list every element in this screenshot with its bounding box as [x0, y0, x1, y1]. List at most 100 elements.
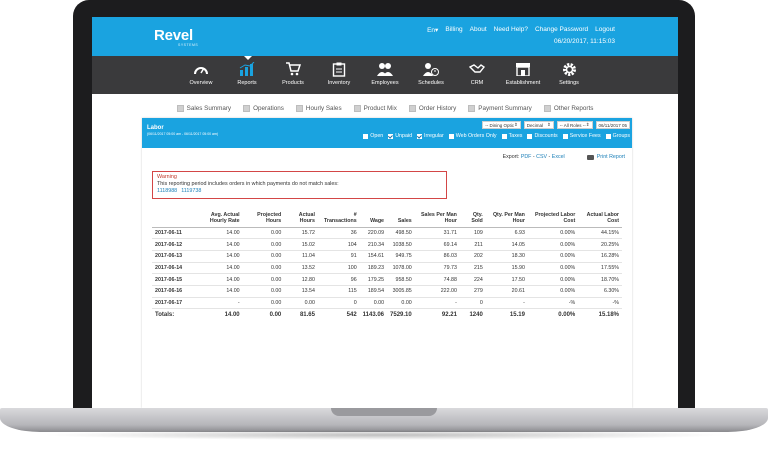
- print-report-button[interactable]: Print Report: [586, 154, 625, 160]
- about-link[interactable]: About: [469, 26, 487, 33]
- table-cell: 14.00: [190, 250, 243, 263]
- table-cell: 36: [317, 227, 360, 240]
- table-cell: 15.72: [284, 227, 318, 240]
- checkbox-discounts[interactable]: Discounts: [527, 133, 558, 139]
- totals-cell: 7529.10: [387, 308, 415, 321]
- subnav-other-reports[interactable]: Other Reports: [543, 101, 593, 116]
- top-bar: Revel SYSTEMS En▾ Billing About Need Hel…: [92, 17, 678, 56]
- subnav-payment-summary[interactable]: Payment Summary: [468, 101, 532, 116]
- checkbox-taxes[interactable]: Taxes: [501, 133, 522, 139]
- format-select[interactable]: Decimal ⇕: [523, 121, 554, 129]
- roles-select[interactable]: -- All Roles -- ⇕: [556, 121, 593, 129]
- filter-checkboxes: Open Unpaid Irregular Web Orders Only Ta…: [363, 133, 630, 139]
- row-date: 2017-06-16: [152, 285, 191, 298]
- subnav-hourly-sales[interactable]: Hourly Sales: [295, 101, 342, 116]
- filter-selects: -- Dining Optic ⇕ Decimal ⇕ -- All Roles -…: [482, 121, 630, 129]
- panel-header: Labor (06/11/2017 05:00 am - 06/11/2017 …: [142, 118, 632, 148]
- column-header[interactable]: Qty. Sold: [459, 211, 486, 228]
- gauge-icon: [193, 61, 209, 77]
- table-cell: 14.00: [190, 285, 243, 298]
- nav-label: Products: [282, 80, 304, 86]
- column-header[interactable]: Sales: [387, 211, 415, 228]
- table-cell: 0.00%: [527, 250, 579, 263]
- table-cell: 0.00: [242, 227, 285, 240]
- separator: -: [531, 154, 537, 160]
- totals-cell: 81.65: [284, 308, 318, 321]
- column-header[interactable]: Qty. Per Man Hour: [485, 211, 528, 228]
- handshake-icon: [469, 61, 485, 77]
- checkbox-web-orders-only[interactable]: Web Orders Only: [448, 133, 497, 139]
- export-excel-link[interactable]: Excel: [551, 154, 565, 160]
- gear-icon: [561, 61, 577, 77]
- warning-title: Warning: [157, 174, 177, 180]
- nav-crm[interactable]: CRM: [455, 59, 499, 94]
- table-cell: 109: [459, 227, 486, 240]
- report-range: (06/11/2017 05:00 am - 06/11/2017 05:00 …: [147, 132, 219, 136]
- nav-label: Reports: [237, 80, 257, 86]
- select-value: Decimal: [526, 122, 544, 128]
- nav-overview[interactable]: Overview: [179, 59, 223, 94]
- column-header[interactable]: Avg. Actual Hourly Rate: [190, 211, 243, 228]
- table-row: 2017-06-13 14.00 0.00 11.04 91 154.61 949.75 86…: [152, 250, 622, 263]
- change-password-link[interactable]: Change Password: [534, 26, 589, 33]
- chart-icon: [239, 61, 255, 77]
- table-cell: 15.02: [284, 238, 318, 251]
- checkbox-service-fees[interactable]: Service Fees: [562, 133, 601, 139]
- table-cell: 0.00: [242, 285, 285, 298]
- checkbox-open[interactable]: Open: [363, 133, 383, 139]
- nav-employees[interactable]: Employees: [363, 59, 407, 94]
- table-cell: 115: [317, 285, 360, 298]
- table-cell: 0.00%: [527, 227, 579, 240]
- checkbox-box: [527, 133, 533, 139]
- checkbox-groups[interactable]: Groups: [605, 133, 630, 139]
- column-header[interactable]: Actual Hours: [284, 211, 318, 228]
- checkbox-label: Irregular: [424, 133, 444, 139]
- totals-cell: 15.18%: [578, 308, 622, 321]
- checkbox-unpaid[interactable]: Unpaid: [388, 133, 412, 139]
- nav-settings[interactable]: Settings: [547, 59, 591, 94]
- subnav-product-mix[interactable]: Product Mix: [353, 101, 397, 116]
- billing-link[interactable]: Billing: [445, 26, 463, 33]
- nav-establishment[interactable]: Establishment: [501, 59, 545, 94]
- subnav-operations[interactable]: Operations: [243, 101, 284, 116]
- export-links: Export: PDF - CSV - Excel: [503, 154, 565, 160]
- checkbox-label: Unpaid: [395, 133, 413, 139]
- table-cell: 0.00%: [527, 285, 579, 298]
- column-header[interactable]: Projected Hours: [242, 211, 285, 228]
- order-link[interactable]: 1119738: [181, 188, 202, 194]
- nav-products[interactable]: Products: [271, 59, 315, 94]
- table-row: 2017-06-14 14.00 0.00 13.52 100 189.23 1078.00…: [152, 262, 622, 275]
- help-link[interactable]: Need Help?: [493, 26, 528, 33]
- row-date: 2017-06-15: [152, 273, 191, 287]
- column-header[interactable]: Sales Per Man Hour: [414, 211, 460, 228]
- nav-reports[interactable]: Reports: [225, 56, 269, 94]
- export-csv-link[interactable]: CSV: [536, 154, 548, 160]
- nav-label: Inventory: [327, 80, 351, 86]
- table-cell: 0: [459, 297, 486, 310]
- nav-inventory[interactable]: Inventory: [317, 59, 361, 94]
- brand-logo[interactable]: Revel: [154, 27, 194, 44]
- subnav-order-history[interactable]: Order History: [408, 101, 456, 116]
- table-cell: 279: [459, 285, 486, 298]
- column-header[interactable]: Actual Labor Cost: [578, 211, 622, 228]
- column-header[interactable]: [152, 211, 191, 228]
- date-select[interactable]: 06/11/2017 05: [595, 121, 630, 129]
- column-header[interactable]: Wage: [359, 211, 388, 228]
- dining-option-select[interactable]: -- Dining Optic ⇕: [482, 121, 521, 129]
- nav-schedules[interactable]: Schedules: [409, 59, 453, 94]
- table-cell: 189.54: [359, 285, 388, 298]
- export-pdf-link[interactable]: PDF: [520, 154, 532, 160]
- table-cell: 1078.00: [387, 262, 415, 275]
- column-header[interactable]: # Transactions: [317, 211, 360, 228]
- export-label: Export:: [502, 154, 520, 160]
- subnav-sales-summary[interactable]: Sales Summary: [176, 101, 231, 116]
- checkbox-irregular[interactable]: Irregular: [417, 133, 444, 139]
- table-cell: 154.61: [359, 250, 388, 263]
- document-icon: [468, 105, 476, 112]
- column-header[interactable]: Projected Labor Cost: [527, 211, 579, 228]
- order-link[interactable]: 1118988: [157, 188, 178, 194]
- language-dropdown[interactable]: En▾: [427, 26, 438, 34]
- document-icon: [353, 105, 361, 112]
- logout-link[interactable]: Logout: [595, 26, 615, 33]
- chevron-down-icon: ⇕: [546, 122, 551, 127]
